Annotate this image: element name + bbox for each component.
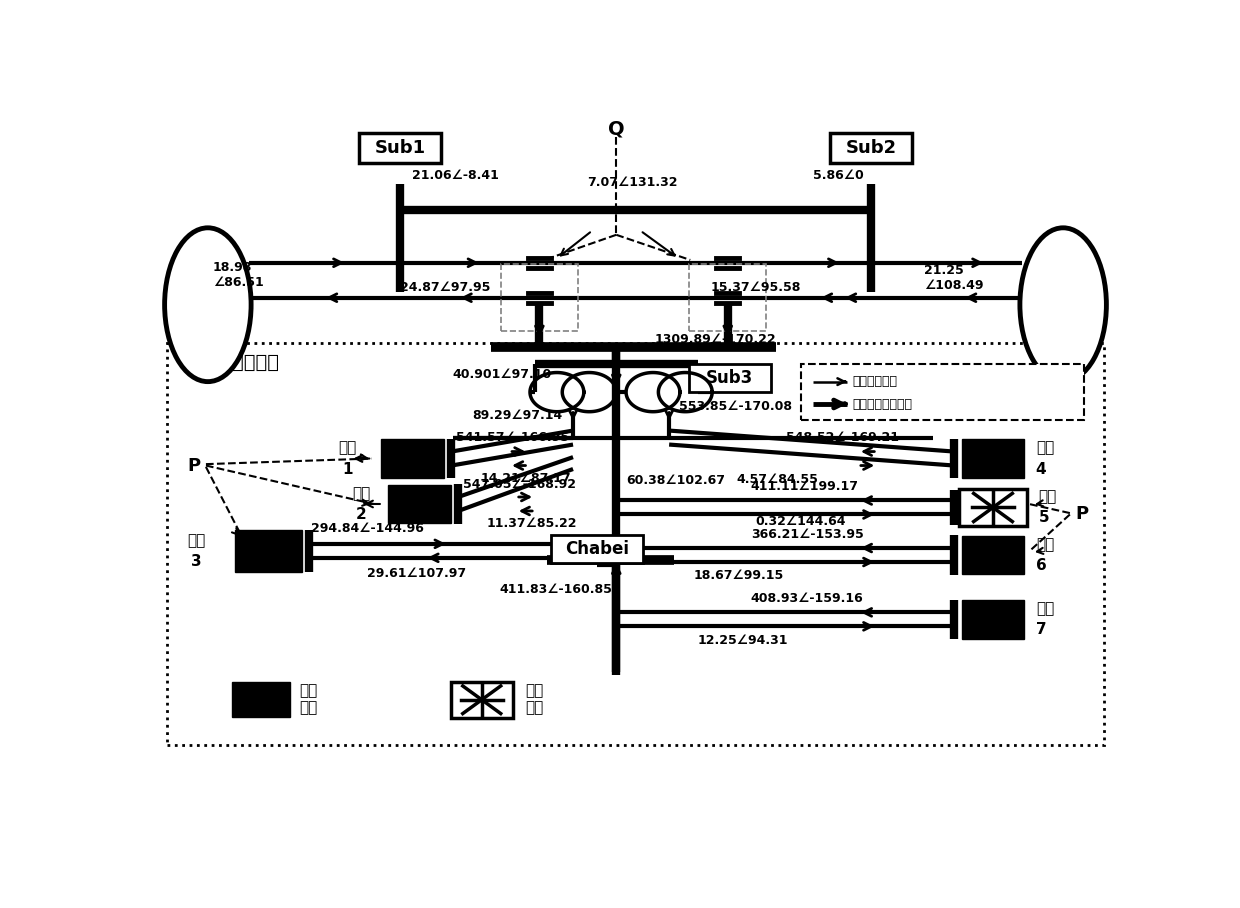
Text: P: P (1076, 506, 1089, 524)
Text: Chabei: Chabei (565, 540, 629, 558)
Text: 5: 5 (1039, 510, 1049, 526)
Text: 0.32∠144.64: 0.32∠144.64 (755, 515, 846, 528)
Text: 风电系统: 风电系统 (232, 352, 279, 371)
Text: 2: 2 (356, 507, 367, 522)
Text: 风场: 风场 (187, 533, 206, 548)
Text: 风场: 风场 (1035, 440, 1054, 456)
Text: 模态有功功率方向: 模态有功功率方向 (853, 398, 913, 410)
Text: 408.93∠-159.16: 408.93∠-159.16 (751, 592, 863, 605)
Text: 18.98
∠86.51: 18.98 ∠86.51 (213, 262, 263, 290)
Text: 4.57∠84.55: 4.57∠84.55 (737, 473, 818, 486)
Bar (166, 343, 1105, 745)
Text: 双馈: 双馈 (299, 683, 317, 698)
Text: 模态电流方向: 模态电流方向 (853, 375, 898, 388)
Text: 89.29∠97.14: 89.29∠97.14 (472, 409, 563, 421)
Bar (232, 682, 290, 717)
Text: 411.83∠-160.85: 411.83∠-160.85 (498, 584, 611, 597)
Text: 等值
电网B: 等值 电网B (1045, 285, 1081, 324)
Bar (960, 489, 1027, 526)
Text: 风场: 风场 (352, 486, 371, 501)
Text: 40.901∠97.10: 40.901∠97.10 (453, 368, 552, 381)
Text: 548.52∠-169.21: 548.52∠-169.21 (786, 431, 899, 444)
Text: 21.06∠-8.41: 21.06∠-8.41 (412, 169, 498, 182)
Text: 风场: 风场 (339, 440, 356, 456)
Bar (552, 536, 642, 563)
Text: 29.61∠107.97: 29.61∠107.97 (367, 567, 466, 579)
Bar (501, 264, 578, 331)
Text: 风场: 风场 (525, 701, 543, 716)
Text: 21.25
∠108.49: 21.25 ∠108.49 (924, 264, 983, 292)
Bar (962, 600, 1024, 638)
Text: 风场: 风场 (1035, 601, 1054, 617)
Bar (830, 133, 911, 163)
Bar (689, 364, 770, 392)
Text: 7: 7 (1035, 622, 1047, 637)
Text: 60.38∠102.67: 60.38∠102.67 (626, 474, 725, 488)
Text: 11.37∠85.22: 11.37∠85.22 (487, 517, 578, 530)
Text: 18.67∠99.15: 18.67∠99.15 (693, 569, 784, 583)
Bar (450, 682, 513, 718)
Ellipse shape (1019, 228, 1106, 381)
Text: 3: 3 (191, 554, 202, 568)
Text: Q: Q (608, 119, 625, 138)
Bar (962, 536, 1024, 574)
Text: 风场: 风场 (299, 701, 317, 716)
Text: 等值
电网A: 等值 电网A (190, 285, 226, 324)
Text: 风场: 风场 (1039, 489, 1056, 505)
Text: 15.37∠95.58: 15.37∠95.58 (711, 281, 801, 294)
Bar (801, 364, 1084, 420)
Text: 547.05∠-168.92: 547.05∠-168.92 (463, 478, 577, 491)
Text: Sub1: Sub1 (374, 139, 425, 157)
Bar (388, 485, 450, 523)
Text: 366.21∠-153.95: 366.21∠-153.95 (751, 528, 863, 540)
Text: 1309.89∠-170.22: 1309.89∠-170.22 (655, 333, 776, 346)
Text: 4: 4 (1035, 461, 1047, 477)
Text: 1: 1 (342, 461, 352, 477)
Text: 541.57∠-166.95: 541.57∠-166.95 (456, 431, 569, 444)
Text: 5.86∠0: 5.86∠0 (813, 169, 864, 182)
Bar (962, 439, 1024, 478)
Text: Sub2: Sub2 (846, 139, 897, 157)
Ellipse shape (165, 228, 252, 381)
Text: Sub3: Sub3 (706, 370, 754, 387)
Text: 14.21∠87.17: 14.21∠87.17 (480, 471, 570, 485)
Text: 553.85∠-170.08: 553.85∠-170.08 (678, 400, 792, 412)
Text: 7.07∠131.32: 7.07∠131.32 (588, 176, 678, 189)
Text: 411.11∠199.17: 411.11∠199.17 (751, 480, 859, 493)
Text: 24.87∠97.95: 24.87∠97.95 (401, 281, 491, 294)
Text: 294.84∠-144.96: 294.84∠-144.96 (311, 522, 424, 535)
Text: 风场: 风场 (1035, 537, 1054, 552)
Bar (360, 133, 441, 163)
Text: 6: 6 (1035, 558, 1047, 573)
Text: 12.25∠94.31: 12.25∠94.31 (698, 634, 789, 646)
Text: P: P (187, 457, 200, 475)
Bar (382, 439, 444, 478)
Bar (234, 530, 303, 572)
Bar (689, 264, 766, 331)
Text: 直驱: 直驱 (525, 683, 543, 698)
